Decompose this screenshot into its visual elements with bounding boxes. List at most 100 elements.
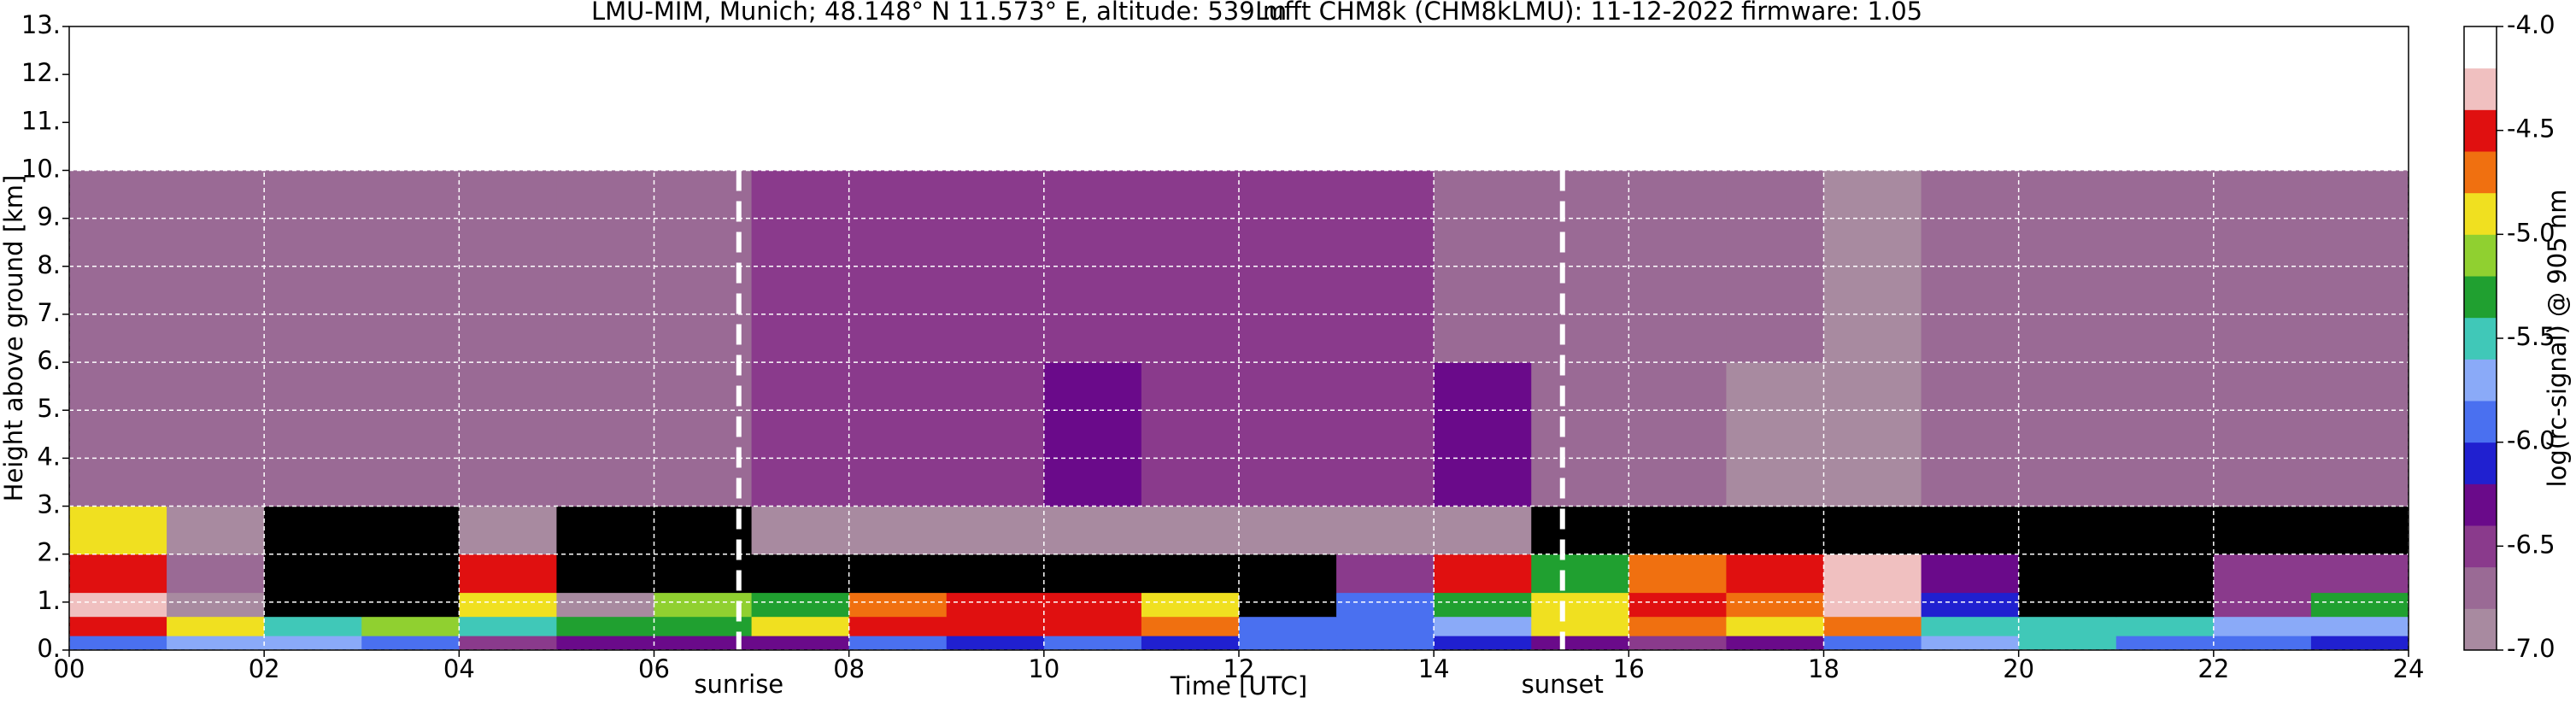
heatmap-cell (751, 554, 850, 594)
heatmap-cell (2115, 506, 2215, 555)
heatmap-cell (2115, 616, 2215, 636)
heatmap-cell (264, 362, 362, 507)
heatmap-cell (1823, 616, 1922, 636)
colorbar-segment (2464, 483, 2497, 526)
heatmap-cell (848, 616, 948, 636)
heatmap-cell (361, 592, 460, 618)
heatmap-cell (2213, 554, 2312, 594)
heatmap-cell (1726, 592, 1824, 618)
heatmap-cell (167, 616, 265, 636)
heatmap-cell (1823, 506, 1922, 555)
heatmap-cell (1531, 636, 1629, 651)
heatmap-cell (654, 592, 753, 618)
heatmap-cell (1239, 554, 1337, 594)
heatmap-cell (1434, 592, 1532, 618)
heatmap-cell (2018, 554, 2117, 594)
heatmap-cell (1628, 554, 1727, 594)
colorbar-segment (2464, 234, 2497, 277)
heatmap-cell (1921, 636, 2020, 651)
heatmap-cell (2310, 362, 2409, 507)
heatmap-cell (1141, 554, 1240, 594)
heatmap-cell (1531, 506, 1629, 555)
heatmap-cell (1239, 636, 1337, 651)
heatmap-cell (1531, 616, 1629, 636)
heatmap-cell (459, 616, 557, 636)
colorbar-segment (2464, 67, 2497, 110)
heatmap-cell (1336, 506, 1435, 555)
colorbar-segment (2464, 401, 2497, 443)
y-tick-label: 12. (21, 58, 61, 87)
colorbar-tick-label: -5.5 (2507, 322, 2555, 351)
heatmap-cell (1043, 636, 1142, 651)
heatmap-cell (1628, 616, 1727, 636)
colorbar-segment (2464, 442, 2497, 484)
heatmap-cell (1823, 592, 1922, 618)
heatmap-cell (1336, 592, 1435, 618)
heatmap-cell (1043, 554, 1142, 594)
heatmap-cell (2213, 616, 2312, 636)
y-tick-label: 7. (37, 298, 61, 327)
chart-title: Lufft CHM8k (CHM8kLMU): 11-12-2022 (1255, 0, 1734, 26)
x-tick-label: 10 (1028, 654, 1059, 683)
colorbar-segment (2464, 151, 2497, 194)
y-tick-label: 9. (37, 202, 61, 231)
heatmap-cell (2310, 554, 2409, 594)
x-tick-label: 06 (638, 654, 670, 683)
heatmap-cell (1336, 362, 1435, 507)
heatmap-cell (1336, 616, 1435, 636)
heatmap-cell (1531, 554, 1629, 594)
heatmap-cell (1628, 636, 1727, 651)
heatmap-cell (264, 636, 362, 651)
x-tick-label: 00 (54, 654, 85, 683)
heatmap-cell (1141, 592, 1240, 618)
heatmap-cell (2018, 362, 2117, 507)
y-tick-label: 1. (37, 586, 61, 615)
x-axis-label: Time [UTC] (1170, 671, 1307, 700)
heatmap-cell (2310, 616, 2409, 636)
colorbar-tick-label: -4.5 (2507, 114, 2555, 144)
heatmap-cell (1043, 616, 1142, 636)
heatmap-cell (1531, 362, 1629, 507)
heatmap-cell (1628, 506, 1727, 555)
colorbar-segment (2464, 317, 2497, 360)
heatmap-cell (1141, 636, 1240, 651)
heatmap-cell (459, 506, 557, 555)
heatmap-cell (1921, 506, 2020, 555)
x-tick-label: 04 (443, 654, 475, 683)
heatmap-cell (654, 506, 753, 555)
colorbar-tick-label: -7.0 (2507, 634, 2555, 663)
annotation-label: sunrise (694, 670, 783, 699)
heatmap-cell (848, 362, 948, 507)
heatmap-cell (1921, 362, 2020, 507)
heatmap-cell (1141, 616, 1240, 636)
heatmap-cell (69, 362, 167, 507)
heatmap-cell (1239, 616, 1337, 636)
heatmap-cell (1043, 506, 1142, 555)
heatmap-cell (167, 506, 265, 555)
heatmap-cell (1043, 362, 1142, 507)
heatmap-cell (1726, 362, 1824, 507)
heatmap-cell (1628, 592, 1727, 618)
heatmap-cell (1434, 616, 1532, 636)
heatmap-cell (69, 592, 167, 618)
colorbar-segment (2464, 525, 2497, 568)
colorbar-tick-label: -5.0 (2507, 218, 2555, 247)
colorbar-tick-label: -4.0 (2507, 10, 2555, 39)
heatmap-cell (556, 362, 654, 507)
colorbar-segment (2464, 109, 2497, 152)
y-tick-label: 8. (37, 250, 61, 279)
heatmap-cell (556, 554, 654, 594)
heatmap-cell (556, 506, 654, 555)
colorbar-segment (2464, 359, 2497, 401)
heatmap-cell (556, 592, 654, 618)
heatmap-cell (654, 616, 753, 636)
y-tick-label: 3. (37, 490, 61, 519)
heatmap-cell (2018, 592, 2117, 618)
heatmap-cell (1043, 592, 1142, 618)
colorbar-segment (2464, 276, 2497, 319)
heatmap-cell (1921, 616, 2020, 636)
heatmap-cell (946, 592, 1045, 618)
heatmap-cell (1823, 362, 1922, 507)
colorbar-segment (2464, 26, 2497, 69)
